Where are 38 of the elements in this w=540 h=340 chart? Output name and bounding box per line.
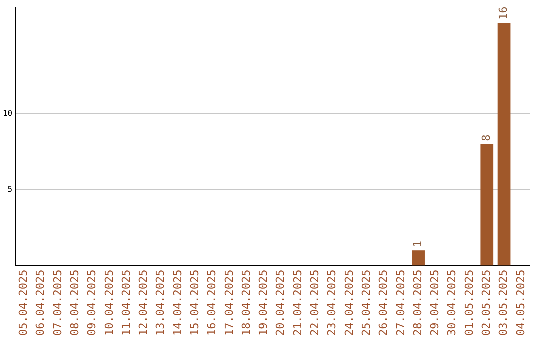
x-tick-label: 28.04.2025 [411, 270, 424, 336]
bar [412, 250, 425, 266]
x-tick-label: 07.04.2025 [51, 270, 64, 336]
x-tick-label: 06.04.2025 [34, 270, 48, 336]
x-tick-label: 13.04.2025 [154, 270, 168, 336]
x-tick-label: 09.04.2025 [86, 270, 99, 336]
x-tick-label: 17.04.2025 [222, 270, 236, 336]
x-tick-label: 20.04.2025 [274, 270, 288, 336]
data-label: 8 [480, 134, 493, 142]
data-label: 16 [497, 6, 510, 20]
data-label: 1 [411, 240, 424, 248]
x-tick-label: 04.05.2025 [514, 270, 528, 336]
x-tick-label: 27.04.2025 [394, 270, 408, 336]
x-tick-label: 11.04.2025 [120, 270, 133, 336]
bar [480, 144, 494, 266]
x-tick-label: 02.05.2025 [480, 270, 493, 336]
x-tick-label: 03.05.2025 [497, 270, 510, 336]
x-tick-label: 08.04.2025 [68, 270, 82, 336]
x-tick-label: 12.04.2025 [137, 270, 150, 336]
x-tick-label: 26.04.2025 [377, 270, 390, 336]
x-tick-label: 16.04.2025 [206, 270, 219, 336]
x-tick-label: 14.04.2025 [171, 270, 184, 336]
x-tick-label: 23.04.2025 [326, 270, 339, 336]
x-tick-label: 29.04.2025 [428, 270, 442, 336]
x-tick-label: 21.04.2025 [291, 270, 304, 336]
x-tick-label: 30.04.2025 [446, 270, 459, 336]
x-tick-label: 15.04.2025 [188, 270, 202, 336]
x-tick-label: 24.04.2025 [342, 270, 356, 336]
x-tick-label: 10.04.2025 [102, 270, 116, 336]
y-tick-label: 5 [8, 184, 13, 194]
bar [498, 22, 511, 266]
x-tick-label: 25.04.2025 [360, 270, 373, 336]
x-tick-label: 01.05.2025 [462, 270, 476, 336]
x-tick-label: 19.04.2025 [257, 270, 270, 336]
x-tick-label: 05.04.2025 [17, 270, 30, 336]
y-tick-label: 10 [2, 109, 13, 118]
x-tick-label: 22.04.2025 [308, 270, 322, 336]
x-tick-label: 18.04.2025 [240, 270, 253, 336]
